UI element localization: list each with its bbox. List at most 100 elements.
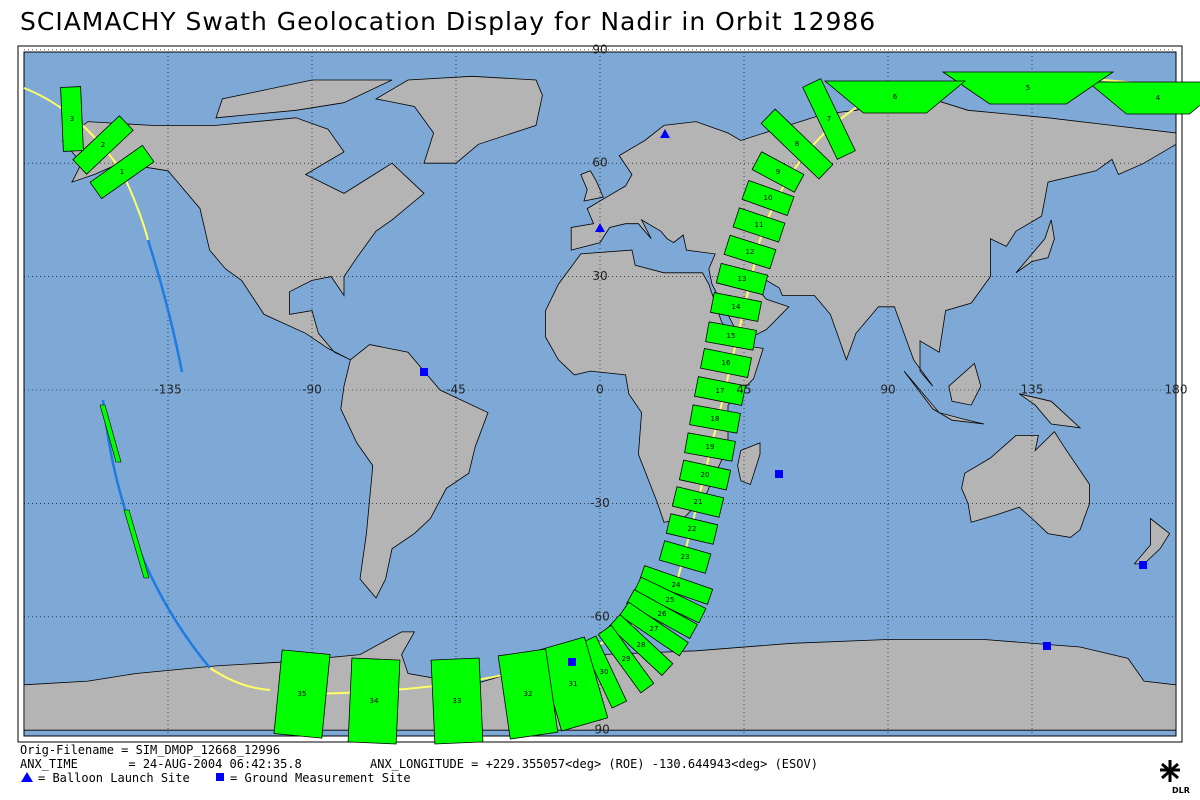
balloon-legend-icon [21,772,33,782]
footer-anx-time: ANX_TIME = 24-AUG-2004 06:42:35.8 [20,757,302,771]
lat-label: 60 [592,156,607,170]
swath-label: 28 [637,641,646,649]
lat-label: -90 [590,723,610,737]
swath [597,624,655,694]
swaths: 1234567891011121314151617181920212223242… [60,71,1200,745]
swath [89,144,155,200]
swath [273,649,331,739]
lon-label: 180 [1165,383,1188,397]
dlr-logo: DLR [1160,760,1190,795]
swath-label: 22 [688,525,697,533]
lon-label: -45 [446,383,466,397]
swath [710,292,762,322]
greenland [374,75,543,164]
swath [678,459,732,491]
swath-label: 32 [524,690,533,698]
swath-label: 31 [569,680,578,688]
ground-track [209,667,271,691]
lat-label: 90 [592,42,607,56]
swath [638,565,714,605]
lon-label: 90 [880,383,895,397]
swath-label: 16 [722,359,731,367]
swath-label: 20 [701,471,710,479]
thin-swath [99,404,122,463]
lon-label: 45 [736,383,751,397]
balloon-site [660,129,670,138]
swath [671,486,725,518]
lon-label: -135 [154,383,181,397]
swath-label: 10 [764,194,773,202]
swath-label: 1 [120,168,124,176]
swath [700,348,752,378]
swath-label: 24 [672,581,681,589]
swath-label: 25 [666,596,675,604]
swath [608,614,674,676]
lon-label: 135 [1021,383,1044,397]
swath-label: 3 [70,115,74,123]
swath-label: 4 [1156,94,1161,102]
swath [751,151,805,193]
swath-label: 5 [1026,84,1030,92]
swath [580,635,628,709]
japan [1015,219,1055,274]
australia [961,430,1090,538]
swath [430,657,484,745]
swath-label: 9 [776,168,780,176]
borneo [948,362,982,406]
lat-label: -60 [590,609,610,623]
swath [941,71,1115,105]
sites [420,129,1147,666]
footer-anx-longitude: ANX_LONGITUDE = +229.355057<deg> (ROE) -… [370,757,818,771]
swath [1086,81,1200,115]
britain [580,170,604,202]
swath-label: 21 [694,498,703,506]
lat-label: -30 [590,496,610,510]
new-guinea [1018,393,1082,429]
arctic-islands [215,79,393,119]
footer-filename: Orig-Filename = SIM_DMOP_12668_12996 [20,743,280,757]
swath [60,86,84,152]
swath [823,80,967,114]
swath-label: 7 [827,115,831,123]
swath-label: 12 [746,248,755,256]
swath-label: 23 [681,553,690,561]
ground-site [420,368,428,376]
swath [802,78,856,160]
lon-label: 0 [596,383,604,397]
north-america [61,117,425,361]
swath-label: 17 [716,387,725,395]
swath [665,513,719,545]
swath [689,404,741,434]
madagascar [737,442,761,486]
swath [715,262,769,296]
logo-mark [1160,760,1180,782]
swath-label: 15 [727,332,736,340]
swath-label: 33 [453,697,462,705]
swath-label: 8 [795,140,799,148]
swath-label: 13 [738,275,747,283]
swath-label: 2 [101,141,105,149]
indonesia [903,370,985,425]
swath-label: 26 [658,610,667,618]
swath [741,179,795,217]
ground-site [1139,561,1147,569]
ground-site [775,470,783,478]
swath-label: 19 [706,443,715,451]
ground-legend-icon [216,773,224,781]
legend-ground: = Ground Measurement Site [230,771,411,785]
swath [347,657,401,745]
swath-label: 14 [732,303,741,311]
swath [723,234,777,270]
ground-site [568,658,576,666]
swath [633,576,707,624]
swath-label: 30 [600,668,609,676]
swath-label: 18 [711,415,720,423]
legend-balloon: = Balloon Launch Site [38,771,190,785]
thin-swath [123,509,150,579]
swath [72,115,134,175]
swath [658,540,712,574]
swath [732,207,786,243]
eurasia [570,94,1177,387]
